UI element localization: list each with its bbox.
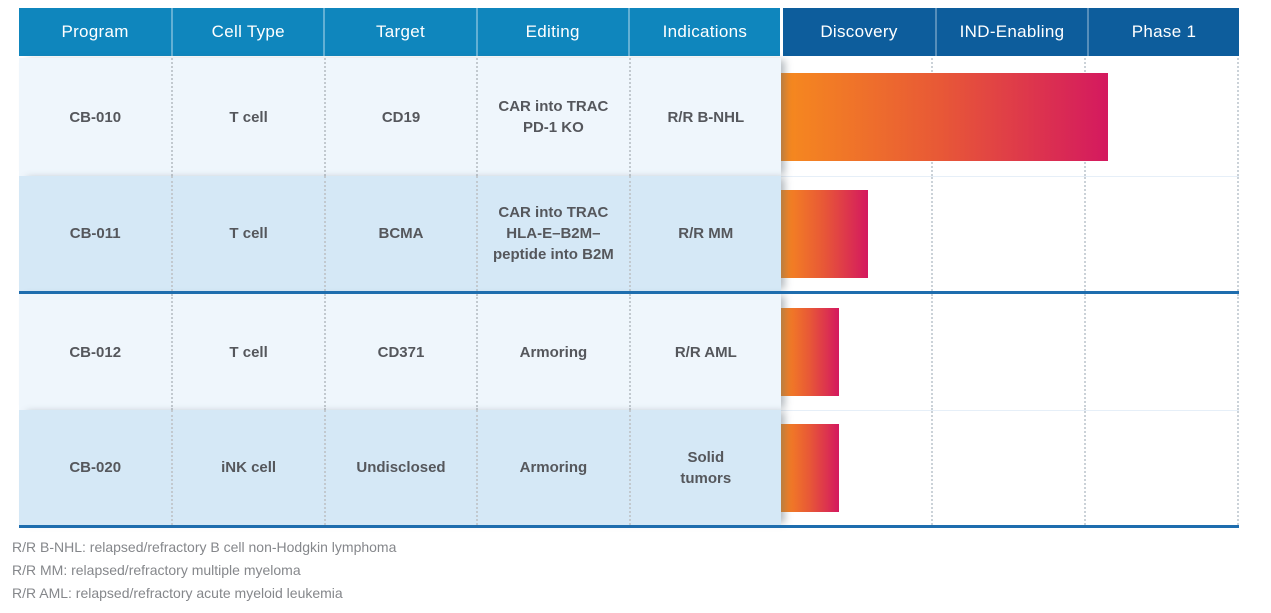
indications-cell: R/R AML	[628, 294, 781, 410]
pipeline-rows: CB-010 T cell CD19 CAR into TRAC PD-1 KO…	[19, 58, 1239, 525]
header-cell-indications: Indications	[627, 8, 780, 56]
row-info-cells: CB-010 T cell CD19 CAR into TRAC PD-1 KO…	[19, 58, 781, 176]
editing-cell: Armoring	[476, 294, 628, 410]
row-phase-track	[781, 410, 1239, 525]
row-phase-track	[781, 294, 1239, 410]
table-row: CB-012 T cell CD371 Armoring R/R AML	[19, 294, 1239, 410]
cell-type-cell: iNK cell	[171, 410, 323, 525]
row-info-cells: CB-020 iNK cell Undisclosed Armoring Sol…	[19, 410, 781, 525]
program-cell: CB-012	[69, 343, 122, 361]
editing-cell: Armoring	[476, 410, 628, 525]
header-cell-editing: Editing	[475, 8, 628, 56]
header-cell-cell-type: Cell Type	[171, 8, 323, 56]
section-divider-line	[19, 525, 1239, 528]
target-cell: Undisclosed	[323, 410, 476, 525]
cell-type-cell: T cell	[171, 58, 323, 176]
column-separator	[1084, 411, 1086, 525]
footnote-mm: R/R MM: relapsed/refractory multiple mye…	[12, 562, 301, 578]
table-row: CB-010 T cell CD19 CAR into TRAC PD-1 KO…	[19, 58, 1239, 176]
header-info-columns: Program Cell Type Target Editing Indicat…	[19, 8, 780, 56]
header-cell-target: Target	[323, 8, 475, 56]
table-row: CB-011 T cell BCMA CAR into TRAC HLA-E–B…	[19, 176, 1239, 291]
program-cell: CB-011	[69, 225, 121, 242]
editing-cell: CAR into TRAC HLA-E–B2M– peptide into B2…	[476, 176, 628, 291]
column-separator	[931, 411, 933, 525]
row-info-cells: CB-012 T cell CD371 Armoring R/R AML	[19, 294, 781, 410]
column-separator	[1237, 177, 1239, 291]
column-separator	[1237, 294, 1239, 410]
column-separator	[1237, 58, 1239, 176]
progress-bar	[781, 424, 839, 512]
cell-type-cell: T cell	[171, 294, 323, 410]
header-phase-columns: Discovery IND-Enabling Phase 1	[783, 8, 1239, 56]
cell-type-cell: T cell	[171, 176, 323, 291]
header-cell-ind-enabling: IND-Enabling	[935, 8, 1087, 56]
column-separator	[1084, 177, 1086, 291]
target-cell: CD19	[323, 58, 476, 176]
column-separator	[1237, 411, 1239, 525]
target-cell: CD371	[323, 294, 476, 410]
row-info-cells: CB-011 T cell BCMA CAR into TRAC HLA-E–B…	[19, 176, 781, 291]
program-cell: CB-010	[69, 108, 122, 126]
indications-cell: R/R B-NHL	[628, 58, 781, 176]
header-cell-phase-1: Phase 1	[1087, 8, 1239, 56]
footnotes: R/R B-NHL: relapsed/refractory B cell no…	[12, 536, 396, 605]
footnote-b-nhl: R/R B-NHL: relapsed/refractory B cell no…	[12, 539, 397, 555]
header-cell-discovery: Discovery	[820, 22, 898, 41]
editing-cell: CAR into TRAC PD-1 KO	[476, 58, 628, 176]
table-row: CB-020 iNK cell Undisclosed Armoring Sol…	[19, 410, 1239, 525]
row-phase-track	[781, 58, 1239, 176]
progress-bar	[781, 190, 868, 278]
progress-bar	[781, 308, 839, 396]
section-divider-line	[19, 291, 1239, 294]
column-separator	[931, 294, 933, 410]
program-cell: CB-020	[69, 459, 122, 476]
progress-bar	[781, 73, 1108, 161]
column-separator	[931, 177, 933, 291]
footnote-aml: R/R AML: relapsed/refractory acute myelo…	[12, 585, 343, 601]
column-separator	[1084, 294, 1086, 410]
target-cell: BCMA	[323, 176, 476, 291]
row-phase-track	[781, 176, 1239, 291]
indications-cell: R/R MM	[628, 176, 781, 291]
header-cell-program: Program	[61, 22, 129, 41]
indications-cell: Solid tumors	[628, 410, 781, 525]
